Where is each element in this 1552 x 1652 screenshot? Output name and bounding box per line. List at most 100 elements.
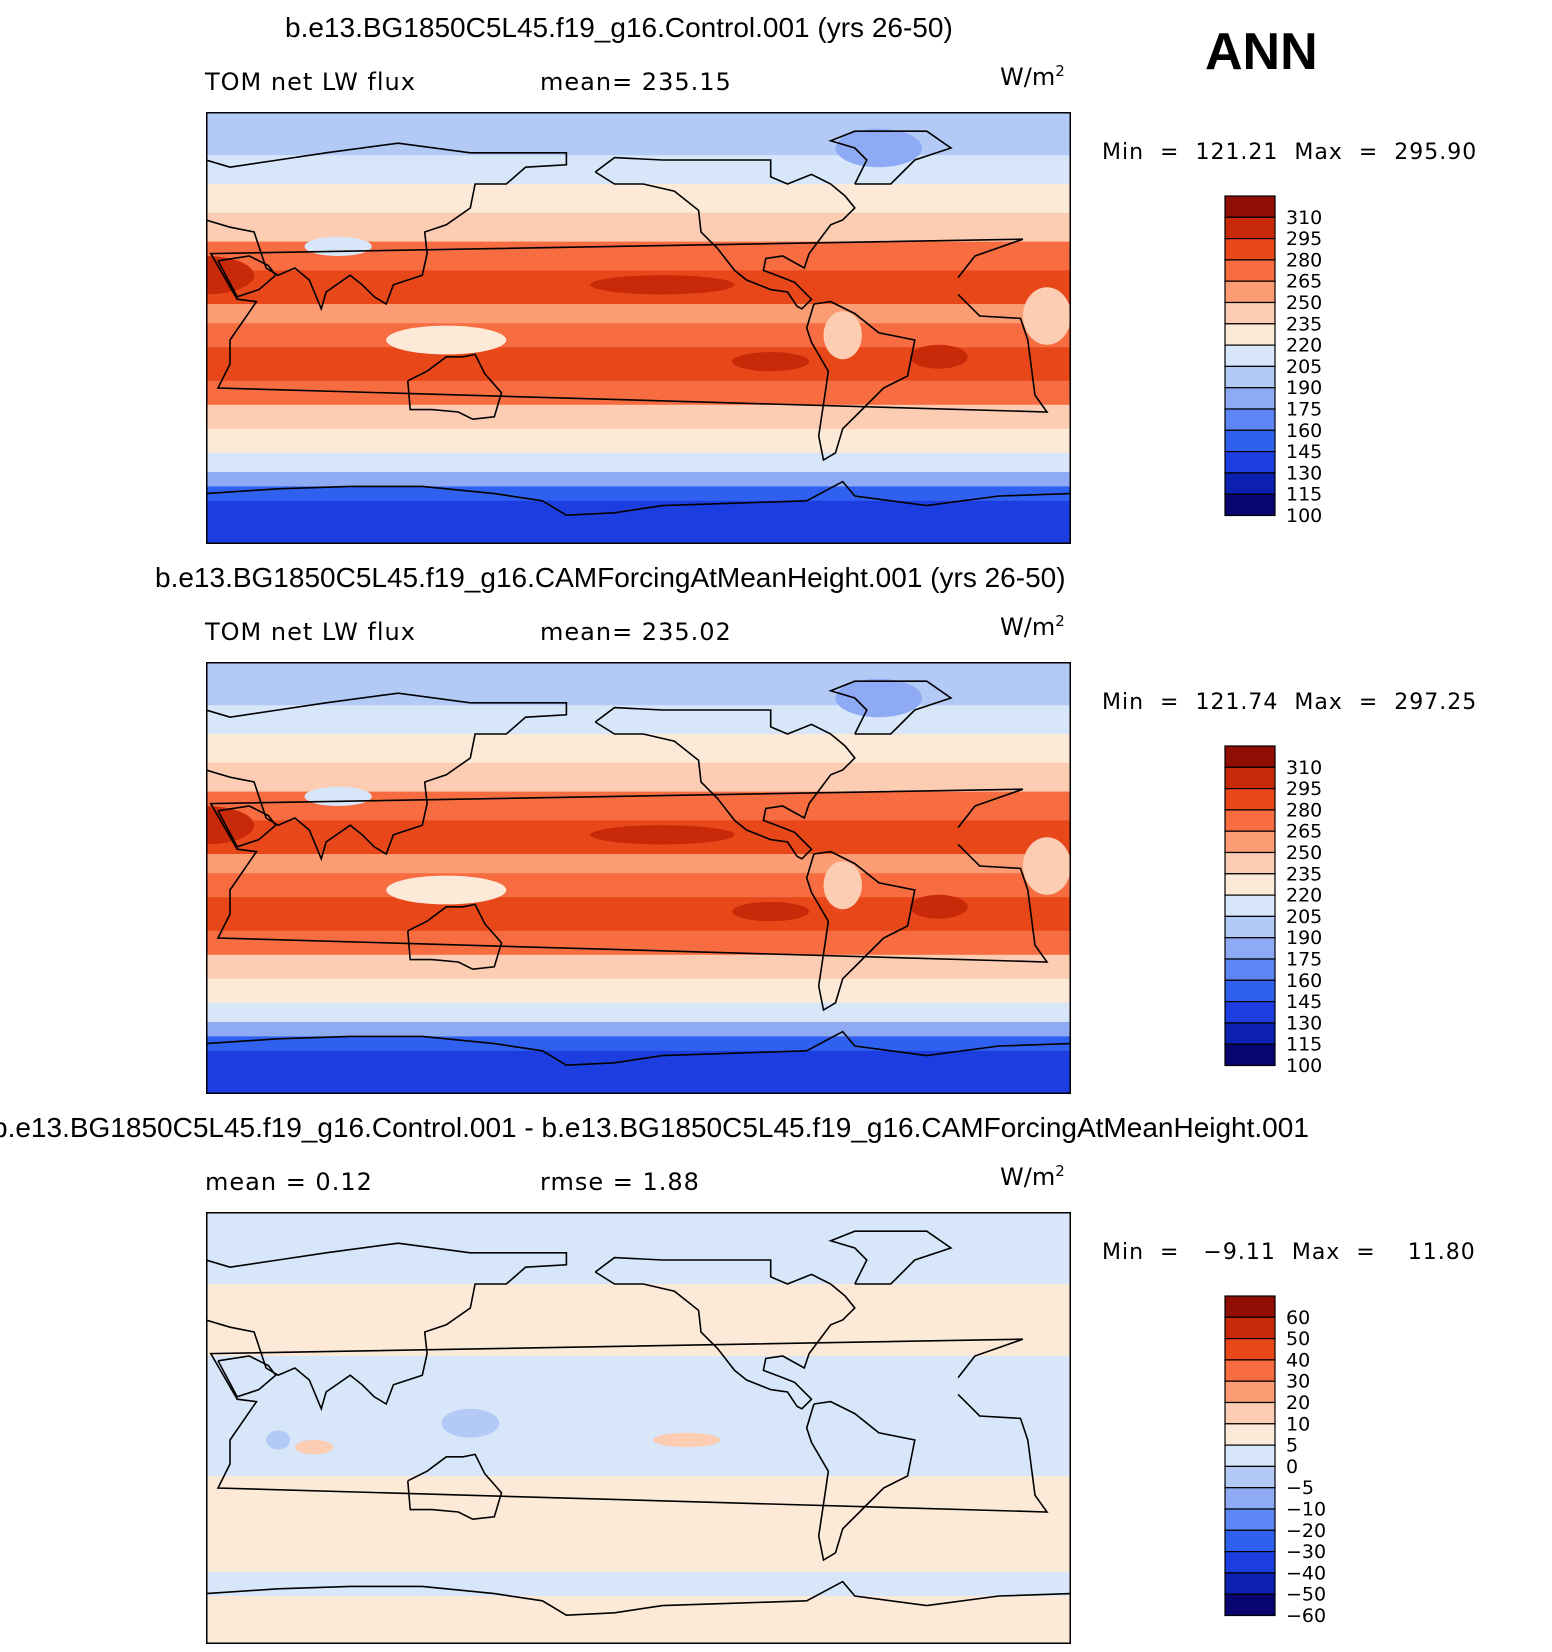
panel-2-title: b.e13.BG1850C5L45.f19_g16.CAMForcingAtMe… (155, 562, 1066, 593)
colorbar-box-11 (1224, 1529, 1276, 1553)
colorbar-box-4 (1224, 830, 1276, 854)
contour-band-13 (206, 1022, 1071, 1037)
colorbar-box-2 (1224, 1337, 1276, 1361)
contour-band-3 (206, 1476, 1071, 1573)
coastline-3 (407, 353, 503, 421)
colorbar-box-3 (1224, 809, 1276, 832)
colorbar-box-12 (1224, 1551, 1276, 1574)
coastline-4 (594, 156, 856, 310)
contour-band-11 (206, 428, 1071, 454)
panel-1-mean-label: mean= 235.15 (540, 68, 732, 96)
map-frame (206, 662, 1071, 1094)
coastline-3 (407, 1453, 503, 1521)
colorbar-tick-label: 115 (1286, 484, 1322, 506)
contour-band-13 (206, 472, 1071, 487)
colorbar-box-0 (1224, 1295, 1276, 1318)
contour-blob-1 (294, 1440, 334, 1455)
colorbar-box-13 (1224, 1572, 1276, 1595)
panel-1-units: W/m2 (1000, 62, 1065, 91)
coastline-5 (805, 850, 916, 1012)
colorbar-box-11 (1224, 429, 1276, 453)
coastline-2 (217, 255, 277, 298)
contour-blob-0 (441, 1408, 500, 1438)
colorbar-svg: 3102952802652502352202051901751601451301… (1224, 745, 1322, 1077)
colorbar-tick-label: 145 (1286, 441, 1322, 463)
colorbar-tick-label: 280 (1286, 799, 1322, 821)
contour-band-15 (206, 500, 1071, 544)
contour-blob-1 (304, 236, 372, 256)
contour-blob-2 (652, 1432, 721, 1448)
colorbar-tick-label: −10 (1286, 1499, 1326, 1521)
contour-band-6 (206, 854, 1071, 874)
colorbar-tick-label: 220 (1286, 335, 1322, 357)
coastline-2 (217, 1355, 277, 1398)
colorbar-tick-label: 160 (1286, 970, 1322, 992)
colorbar-box-14 (1224, 1593, 1276, 1617)
coastline-5 (805, 300, 916, 462)
colorbar-box-6 (1224, 1423, 1276, 1446)
panel-3-map (206, 1212, 1071, 1644)
contour-band-2 (206, 184, 1071, 214)
colorbar-box-1 (1224, 216, 1276, 240)
colorbar-tick-label: 190 (1286, 927, 1322, 949)
colorbar-tick-label: 5 (1286, 1435, 1298, 1457)
colorbar-box-1 (1224, 766, 1276, 790)
contour-band-3 (206, 212, 1071, 243)
panel-3-mean-label: mean = 0.12 (205, 1168, 373, 1196)
colorbar-tick-label: 175 (1286, 399, 1322, 421)
colorbar-tick-label: 295 (1286, 778, 1322, 800)
contour-blob-0 (835, 128, 923, 168)
colorbar-tick-label: 250 (1286, 292, 1322, 314)
colorbar-tick-label: 160 (1286, 420, 1322, 442)
colorbar-box-8 (1224, 365, 1276, 389)
coastline-6 (828, 680, 953, 735)
panel-1-title: b.e13.BG1850C5L45.f19_g16.Control.001 (y… (285, 12, 953, 43)
colorbar-box-2 (1224, 237, 1276, 261)
colorbar-box-5 (1224, 301, 1276, 325)
colorbar-box-14 (1224, 493, 1276, 517)
coastline-4 (594, 706, 856, 860)
season-label: ANN (1205, 23, 1318, 81)
panel-1-minmax: Min = 121.21 Max = 295.90 (1102, 140, 1478, 165)
contour-band-12 (206, 1002, 1071, 1023)
colorbar-box-3 (1224, 1359, 1276, 1382)
colorbar-tick-label: 100 (1286, 505, 1322, 527)
colorbar-box-14 (1224, 1043, 1276, 1067)
colorbar-box-10 (1224, 958, 1276, 981)
panel-2-variable-label: TOM net LW flux (205, 618, 416, 646)
contour-blob-4 (910, 344, 968, 369)
contour-band-0 (206, 662, 1071, 706)
coastline-1 (206, 142, 568, 312)
contour-blob-0 (835, 678, 923, 718)
panel-1-colorbar: 310 295 280 265 250 235 220 205 190 175 160 145 130 1… (1224, 195, 1484, 537)
coastline-1 (206, 692, 568, 862)
map-frame (206, 112, 1071, 544)
contour-blob-7 (1022, 837, 1071, 895)
colorbar-tick-label: 130 (1286, 1012, 1322, 1034)
contour-blob-8 (823, 861, 862, 910)
colorbar-tick-label: 145 (1286, 991, 1322, 1013)
coastline-6 (828, 1230, 953, 1285)
colorbar-box-11 (1224, 979, 1276, 1003)
colorbar-box-0 (1224, 745, 1276, 768)
colorbar-tick-label: 265 (1286, 821, 1322, 843)
contour-blob-4 (910, 894, 968, 919)
colorbar-svg: 3102952802652502352202051901751601451301… (1224, 195, 1322, 527)
contour-band-12 (206, 452, 1071, 473)
coastline-7 (206, 480, 1071, 517)
panel-3-title: b.e13.BG1850C5L45.f19_g16.Control.001 - … (0, 1112, 1309, 1143)
colorbar-tick-label: 295 (1286, 228, 1322, 250)
coastline-4 (594, 1256, 856, 1410)
panel-2-colorbar: 310 295 280 265 250 235 220 205 190 175 160 145 130 1… (1224, 745, 1484, 1087)
contour-band-9 (206, 930, 1071, 956)
colorbar-box-7 (1224, 1444, 1276, 1468)
contour-band-15 (206, 1050, 1071, 1094)
colorbar-tick-label: 190 (1286, 377, 1322, 399)
colorbar-tick-label: −60 (1286, 1605, 1326, 1627)
colorbar-tick-label: 115 (1286, 1034, 1322, 1056)
colorbar-box-1 (1224, 1316, 1276, 1340)
colorbar-tick-label: −30 (1286, 1541, 1326, 1563)
colorbar-box-5 (1224, 1401, 1276, 1425)
contour-blob-5 (732, 902, 810, 922)
